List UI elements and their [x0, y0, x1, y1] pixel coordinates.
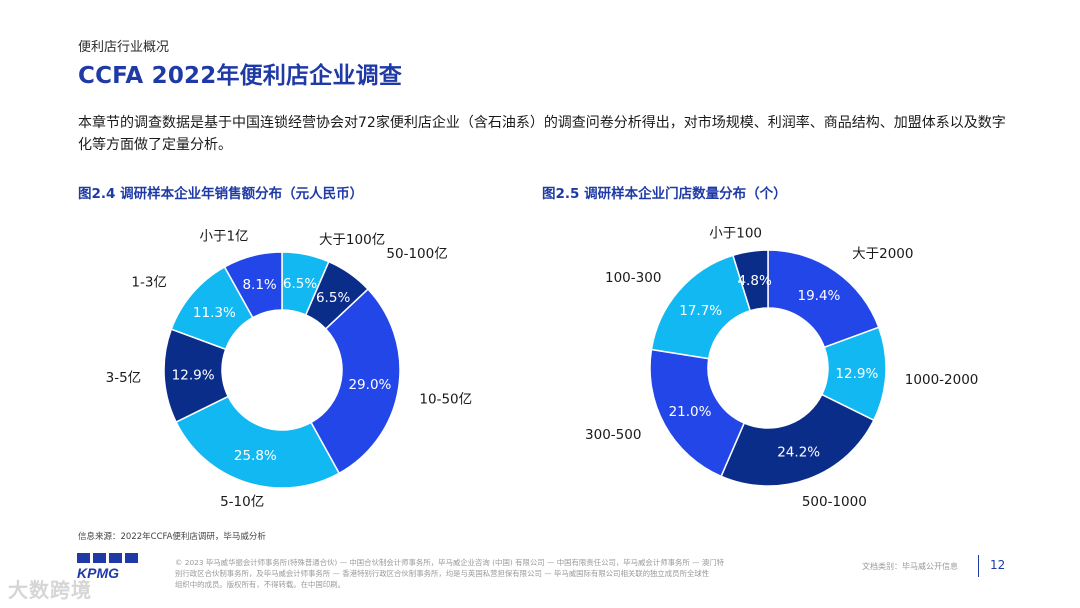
slice-category-label: 10-50亿 — [419, 392, 472, 408]
footer-legal-line-3: 组织中的成员。版权所有，不得转载。在中国印刷。 — [175, 580, 345, 589]
page-number: 12 — [990, 558, 1006, 572]
slice-value-label: 6.5% — [316, 290, 350, 306]
slice-value-label: 12.9% — [835, 366, 878, 382]
donut-slice — [649, 348, 746, 478]
slice-value-label: 21.0% — [669, 404, 712, 420]
slice-category-label: 1-3亿 — [131, 275, 167, 291]
source-note: 信息来源：2022年CCFA便利店调研，毕马威分析 — [78, 532, 266, 542]
slice-category-label: 大于100亿 — [319, 232, 385, 248]
slice-value-label: 11.3% — [193, 305, 236, 321]
donut-slice — [223, 251, 283, 319]
kpmg-logo: KPMG — [77, 553, 138, 581]
donut-slice — [310, 288, 401, 475]
footer-legal-line-2: 别行政区合伙制事务所，及毕马威会计师事务所 — 香港特别行政区合伙制事务所，均是… — [175, 569, 710, 578]
slice-category-label: 50-100亿 — [386, 246, 447, 262]
slice-category-label: 5-10亿 — [220, 494, 264, 510]
slice-value-label: 25.8% — [234, 448, 277, 464]
kpmg-logo-text: KPMG — [77, 565, 119, 581]
sales-donut-chart: 6.5% 大于100亿 6.5% 50-100亿 29.0% 10-50亿 25.8% 5-1… — [106, 228, 473, 510]
slice-value-label: 24.2% — [777, 445, 820, 461]
footer-divider — [978, 555, 979, 577]
slice-value-label: 8.1% — [242, 277, 276, 293]
slice-value-label: 17.7% — [679, 303, 722, 319]
slice-category-label: 500-1000 — [802, 494, 867, 510]
slice-value-label: 4.8% — [737, 273, 771, 289]
chart-2-title: 图2.5 调研样本企业门店数量分布（个） — [542, 186, 787, 202]
slice-value-label: 6.5% — [283, 276, 317, 292]
slice-value-label: 12.9% — [172, 368, 215, 384]
footer-legal: © 2023 毕马威华振会计师事务所(特殊普通合伙) — 中国合伙制会计师事务所… — [175, 557, 835, 590]
watermark: 大数跨境 — [8, 578, 92, 602]
stores-donut-chart: 19.4% 大于2000 12.9% 1000-2000 24.2% 500-1000 21… — [585, 226, 978, 510]
footer-legal-line-1: © 2023 毕马威华振会计师事务所(特殊普通合伙) — 中国合伙制会计师事务所… — [175, 558, 725, 567]
intro-paragraph: 本章节的调查数据是基于中国连锁经营协会对72家便利店企业（含石油系）的调查问卷分… — [78, 115, 1006, 153]
donut-slice — [720, 393, 875, 487]
slice-value-label: 29.0% — [348, 377, 391, 393]
page-title: CCFA 2022年便利店企业调查 — [78, 63, 403, 89]
slice-value-label: 19.4% — [798, 288, 841, 304]
slice-category-label: 300-500 — [585, 427, 641, 443]
slice-category-label: 小于1亿 — [199, 228, 248, 244]
document-classification: 文档类别：毕马威公开信息 — [862, 562, 958, 571]
slice-category-label: 100-300 — [605, 270, 661, 286]
slice-category-label: 1000-2000 — [905, 372, 979, 388]
chart-1-title: 图2.4 调研样本企业年销售额分布（元人民币） — [78, 186, 364, 202]
donut-slice — [732, 249, 769, 312]
slice-category-label: 小于100 — [709, 226, 762, 242]
section-label: 便利店行业概况 — [78, 40, 170, 55]
slice-category-label: 3-5亿 — [106, 370, 142, 386]
slice-category-label: 大于2000 — [852, 246, 913, 262]
donut-slice — [175, 395, 341, 489]
